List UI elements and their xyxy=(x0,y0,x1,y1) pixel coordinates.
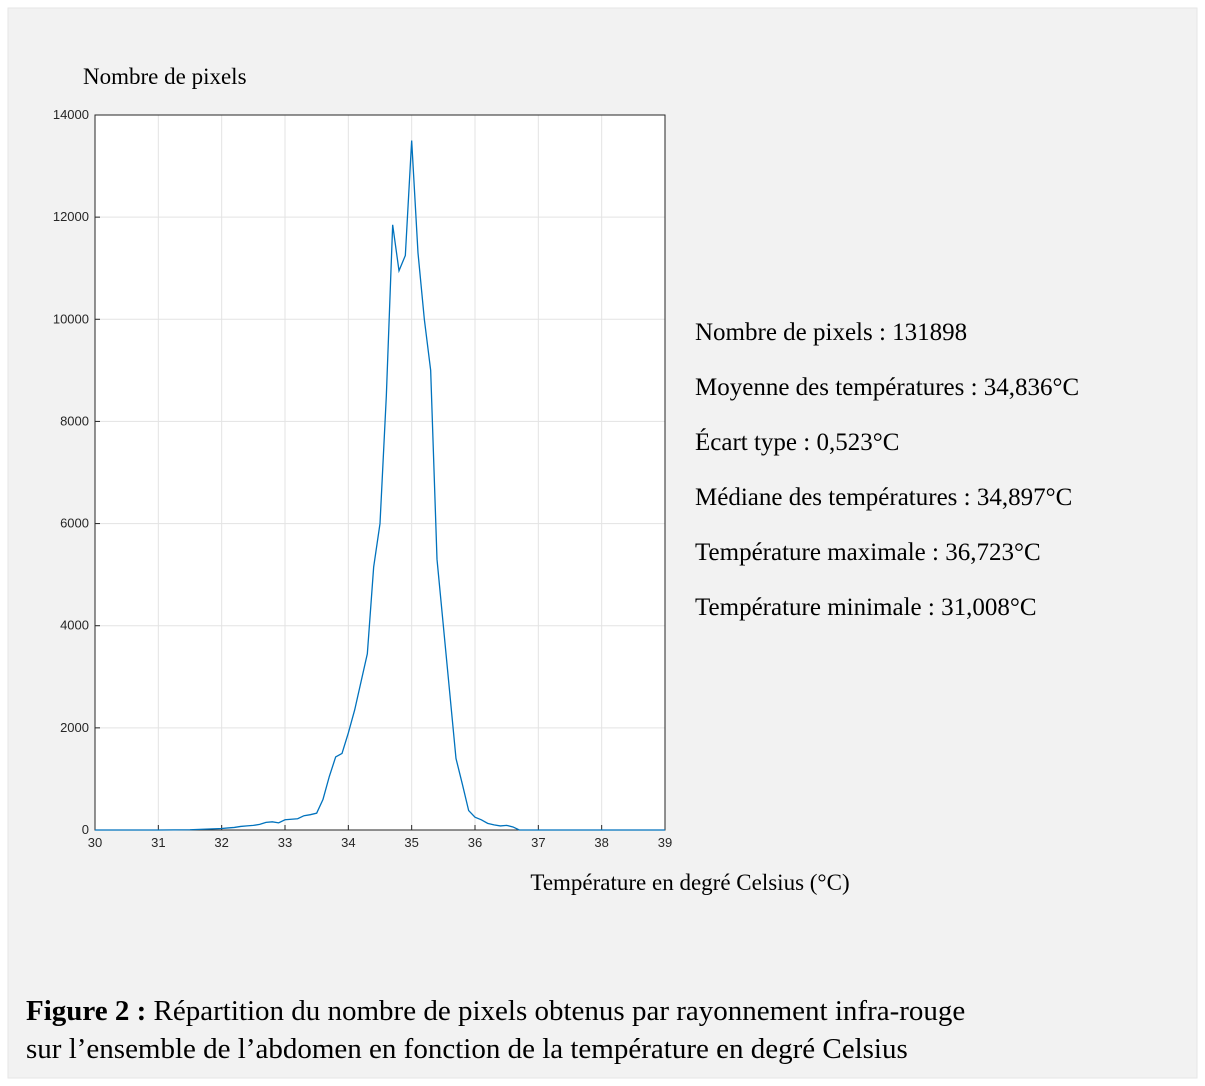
x-tick-label: 36 xyxy=(468,835,482,850)
y-tick-label: 10000 xyxy=(53,311,89,326)
caption-label: Figure 2 : xyxy=(26,995,146,1027)
caption: Figure 2 : Répartition du nombre de pixe… xyxy=(26,995,965,1027)
caption-line: sur l’ensemble de l’abdomen en fonction … xyxy=(26,1033,908,1065)
y-tick-label: 12000 xyxy=(53,209,89,224)
x-tick-label: 34 xyxy=(341,835,355,850)
y-tick-label: 2000 xyxy=(60,720,89,735)
x-tick-label: 31 xyxy=(151,835,165,850)
plot-area xyxy=(95,115,665,830)
annotation: Écart type : 0,523°C xyxy=(695,428,899,456)
x-tick-label: 32 xyxy=(214,835,228,850)
data-line xyxy=(95,140,665,831)
annotation: Température maximale : 36,723°C xyxy=(695,539,1041,566)
y-tick-label: 4000 xyxy=(60,618,89,633)
x-tick-label: 38 xyxy=(594,835,608,850)
x-axis-label: Température en degré Celsius (°C) xyxy=(530,870,849,895)
annotation: Nombre de pixels : 131898 xyxy=(695,319,967,346)
caption-line: Répartition du nombre de pixels obtenus … xyxy=(146,995,965,1027)
x-tick-label: 30 xyxy=(88,835,102,850)
y-axis-label: Nombre de pixels xyxy=(83,64,247,89)
x-tick-label: 39 xyxy=(658,835,672,850)
annotation: Température minimale : 31,008°C xyxy=(695,594,1037,621)
x-tick-label: 33 xyxy=(278,835,292,850)
y-tick-label: 0 xyxy=(82,822,89,837)
y-tick-label: 8000 xyxy=(60,413,89,428)
axes-box xyxy=(94,114,666,831)
y-tick-label: 14000 xyxy=(53,107,89,122)
x-tick-label: 37 xyxy=(531,835,545,850)
x-tick-label: 35 xyxy=(404,835,418,850)
annotation: Moyenne des températures : 34,836°C xyxy=(695,374,1079,401)
y-tick-label: 6000 xyxy=(60,516,89,531)
annotation: Médiane des températures : 34,897°C xyxy=(695,484,1072,511)
